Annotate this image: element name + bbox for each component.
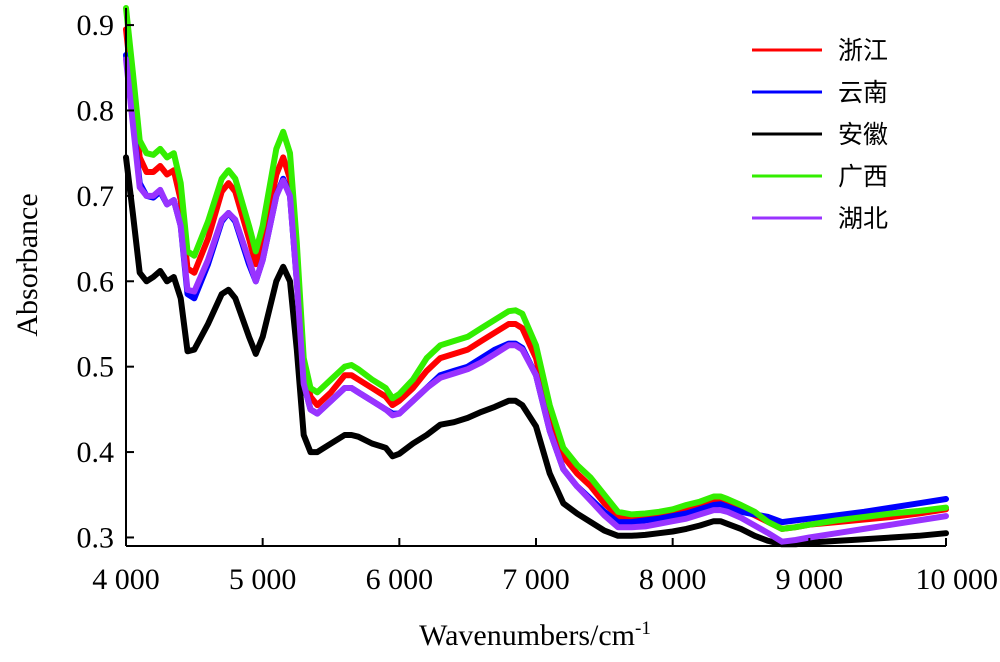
y-tick-label: 0.5 — [77, 351, 115, 384]
y-tick-label: 0.6 — [77, 265, 115, 298]
series-line — [123, 154, 949, 548]
x-tick-label: 10 000 — [916, 563, 999, 596]
y-tick-label: 0.9 — [77, 9, 115, 42]
series-line — [123, 26, 949, 532]
x-tick-label: 9 000 — [776, 563, 844, 596]
x-axis-title-superscript: -1 — [635, 618, 651, 639]
legend-label: 广西 — [838, 162, 888, 191]
y-tick-label: 0.7 — [77, 180, 115, 213]
series-line — [123, 5, 949, 532]
legend-label: 云南 — [838, 78, 888, 107]
x-tick-label: 8 000 — [639, 563, 707, 596]
y-tick-label: 0.3 — [77, 521, 115, 554]
x-axis-title: Wavenumbers/cm-1 — [419, 618, 651, 652]
x-ticks: 4 000 5 000 6 000 7 000 8 000 9 000 10 000 — [92, 538, 998, 596]
x-tick-label: 4 000 — [92, 563, 160, 596]
x-axis-title-text: Wavenumbers/cm — [419, 619, 635, 652]
y-tick-label: 0.8 — [77, 94, 115, 127]
series-layer — [123, 5, 949, 548]
legend-label: 浙江 — [838, 36, 888, 65]
y-axis-title: Absorbance — [11, 193, 44, 336]
x-tick-label: 5 000 — [229, 563, 297, 596]
series-line — [123, 56, 949, 545]
x-tick-label: 7 000 — [502, 563, 570, 596]
y-ticks: 0.3 0.4 0.5 0.6 0.7 0.8 0.9 — [77, 9, 134, 554]
series-line — [123, 52, 949, 526]
y-tick-label: 0.4 — [77, 436, 115, 469]
legend-label: 安徽 — [838, 120, 888, 149]
axes-layer — [125, 8, 946, 547]
legend-label: 湖北 — [838, 204, 888, 233]
x-tick-label: 6 000 — [366, 563, 434, 596]
